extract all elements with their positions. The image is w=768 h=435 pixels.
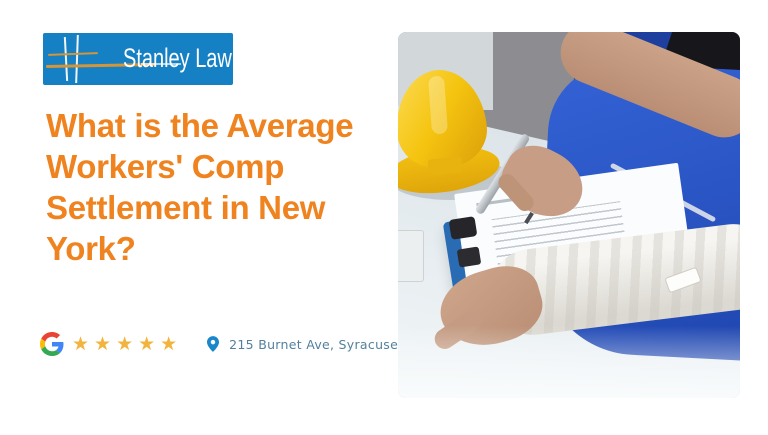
headline-line: Workers' Comp [46,148,285,185]
photo-table-front-highlight [398,326,740,398]
photo-clipboard-clip [456,246,482,268]
hash-horizontal-line [47,52,99,56]
photo-injured-worker [398,32,740,398]
google-logo-icon [40,332,64,356]
logo-text: Stanley Law [123,42,232,73]
five-star-rating: ★★★★★ [72,333,183,355]
photo-clipboard-clip [448,216,478,240]
location-pin-icon [204,332,222,356]
headline-line: Settlement in New [46,189,326,226]
headline: What is the Average Workers' Comp Settle… [46,105,398,269]
headline-line: York? [46,230,136,267]
stanley-law-logo: Stanley Law [43,33,233,85]
photo-side-object [398,230,424,282]
hash-vertical-line [75,34,79,84]
hash-vertical-line [63,36,69,82]
hash-highlight-line [141,63,181,65]
headline-line: What is the Average [46,107,354,144]
